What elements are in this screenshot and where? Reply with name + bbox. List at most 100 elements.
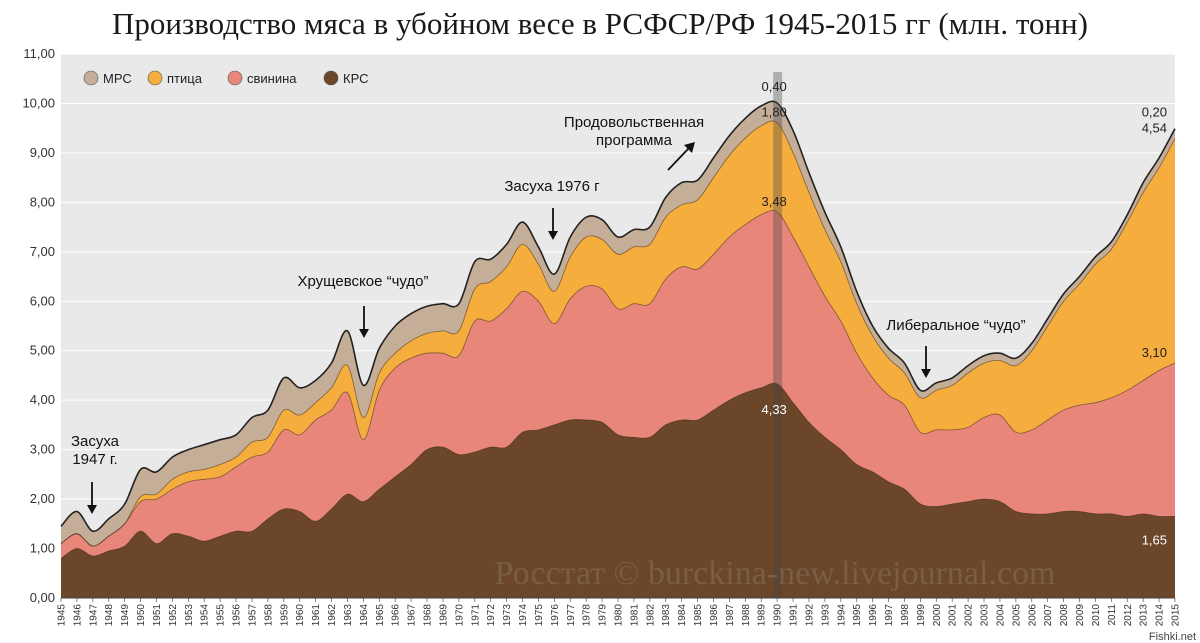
- x-tick-label: 2015: [1171, 604, 1182, 627]
- x-tick-label: 1991: [789, 604, 800, 627]
- series-boundary: [60, 382, 1176, 559]
- x-tick-label: 1997: [884, 604, 895, 627]
- annotation-arrow: [667, 147, 690, 171]
- legend-swatch: [227, 70, 243, 86]
- legend-swatch: [323, 70, 339, 86]
- x-tick-label: 2009: [1075, 604, 1086, 627]
- legend-swatch: [83, 70, 99, 86]
- data-label: 1,80: [761, 105, 786, 120]
- x-tick-label: 1981: [629, 604, 640, 627]
- x-tick-label: 1994: [836, 604, 847, 627]
- annotation-text: 1947 г.: [72, 451, 117, 468]
- series-boundary: [60, 120, 1176, 547]
- y-tick-label: 9,00: [30, 145, 55, 160]
- x-tick-label: 1961: [311, 604, 322, 627]
- y-tick-label: 1,00: [30, 541, 55, 556]
- x-tick-label: 2001: [948, 604, 959, 627]
- x-tick-label: 1945: [57, 604, 68, 627]
- x-tick-label: 1955: [216, 604, 227, 627]
- x-tick-label: 2010: [1091, 604, 1102, 627]
- x-tick-label: 1949: [120, 604, 131, 627]
- x-tick-label: 1953: [184, 604, 195, 627]
- x-tick-label: 2008: [1059, 604, 1070, 627]
- x-tick-label: 1964: [359, 604, 370, 627]
- x-tick-label: 2006: [1027, 604, 1038, 627]
- y-tick-label: 2,00: [30, 491, 55, 506]
- x-tick-label: 1954: [200, 604, 211, 627]
- x-tick-label: 1968: [423, 604, 434, 627]
- legend-label: КРС: [343, 71, 369, 86]
- x-tick-label: 1982: [645, 604, 656, 627]
- x-tick-label: 1986: [709, 604, 720, 627]
- annotation-text: Продовольственная: [564, 114, 704, 131]
- legend-swatch: [147, 70, 163, 86]
- y-tick-label: 10,00: [22, 95, 55, 110]
- legend-label: МРС: [103, 71, 132, 86]
- y-tick-label: 8,00: [30, 194, 55, 209]
- x-tick-label: 1978: [582, 604, 593, 627]
- y-tick-label: 6,00: [30, 293, 55, 308]
- x-tick-label: 1996: [868, 604, 879, 627]
- x-tick-label: 1959: [279, 604, 290, 627]
- data-label: 3,10: [1142, 345, 1167, 360]
- x-tick-label: 1957: [247, 604, 258, 627]
- x-tick-label: 1973: [502, 604, 513, 627]
- annotation-text: Либеральное “чудо”: [886, 317, 1025, 334]
- watermark: Росстат © burckina-new.livejournal.com: [495, 555, 1056, 592]
- x-tick-label: 1958: [263, 604, 274, 627]
- x-tick-label: 1966: [391, 604, 402, 627]
- x-tick-label: 1979: [598, 604, 609, 627]
- x-tick-label: 1967: [407, 604, 418, 627]
- data-label: 1,65: [1142, 532, 1167, 547]
- legend-label: свинина: [247, 71, 297, 86]
- y-tick-label: 3,00: [30, 442, 55, 457]
- x-tick-label: 1965: [375, 604, 386, 627]
- data-label: 0,20: [1142, 105, 1167, 120]
- annotation-text: Засуха 1976 г: [504, 178, 600, 195]
- x-tick-label: 1970: [454, 604, 465, 627]
- x-tick-label: 1969: [438, 604, 449, 627]
- x-tick-label: 2003: [980, 604, 991, 627]
- x-tick-label: 1971: [470, 604, 481, 627]
- data-label: 0,40: [761, 79, 786, 94]
- x-tick-label: 1956: [232, 604, 243, 627]
- annotation-text: программа: [596, 132, 673, 149]
- x-tick-label: 1952: [168, 604, 179, 627]
- annotation-text: Хрущевское “чудо”: [298, 273, 429, 290]
- data-label: 3,48: [761, 194, 786, 209]
- y-tick-label: 5,00: [30, 343, 55, 358]
- annotation-text: Засуха: [71, 433, 120, 450]
- x-tick-label: 1972: [486, 604, 497, 627]
- x-tick-label: 2013: [1139, 604, 1150, 627]
- series-boundary: [60, 209, 1176, 547]
- x-tick-label: 2012: [1123, 604, 1134, 627]
- x-tick-label: 1999: [916, 604, 927, 627]
- year-1990-band: [773, 72, 783, 598]
- x-tick-label: 2004: [995, 604, 1006, 627]
- data-label: 4,33: [761, 402, 786, 417]
- chart-title: Производство мяса в убойном весе в РСФСР…: [112, 6, 1088, 41]
- x-tick-label: 1987: [725, 604, 736, 627]
- x-tick-label: 2005: [1011, 604, 1022, 627]
- x-tick-label: 1984: [677, 604, 688, 627]
- annotation-arrowhead: [87, 505, 97, 514]
- data-label: 4,54: [1142, 121, 1167, 136]
- x-tick-label: 1946: [72, 604, 83, 627]
- x-tick-label: 1998: [900, 604, 911, 627]
- legend-label: птица: [167, 71, 203, 86]
- annotation-arrowhead: [684, 142, 695, 153]
- x-tick-label: 1950: [136, 604, 147, 627]
- x-tick-label: 1963: [343, 604, 354, 627]
- x-tick-label: 2002: [964, 604, 975, 627]
- annotation-arrowhead: [359, 329, 369, 338]
- area-krs: [61, 383, 1175, 598]
- x-tick-label: 1974: [518, 604, 529, 627]
- x-tick-label: 2011: [1107, 604, 1118, 626]
- x-tick-label: 1977: [566, 604, 577, 627]
- x-tick-label: 1985: [693, 604, 704, 627]
- x-tick-label: 1962: [327, 604, 338, 627]
- annotation-arrowhead: [921, 369, 931, 378]
- y-tick-label: 11,00: [23, 46, 55, 61]
